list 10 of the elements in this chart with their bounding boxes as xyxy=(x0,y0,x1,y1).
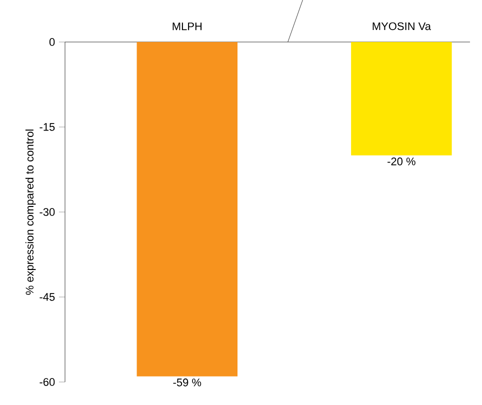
data-label: -59 % xyxy=(173,378,202,386)
data-label: -20 % xyxy=(388,158,416,166)
y-tick-label: -30 xyxy=(40,208,55,216)
x-tick-label: MYOSIN Va xyxy=(372,22,431,30)
y-tick-label: -60 xyxy=(40,378,55,386)
x-tick-label: MLPH xyxy=(172,22,202,30)
y-tick-label: -15 xyxy=(40,123,55,131)
y-tick-label: 0 xyxy=(49,38,55,46)
y-axis-title: % expression compared to control xyxy=(25,130,36,295)
y-tick-label: -45 xyxy=(40,293,55,301)
